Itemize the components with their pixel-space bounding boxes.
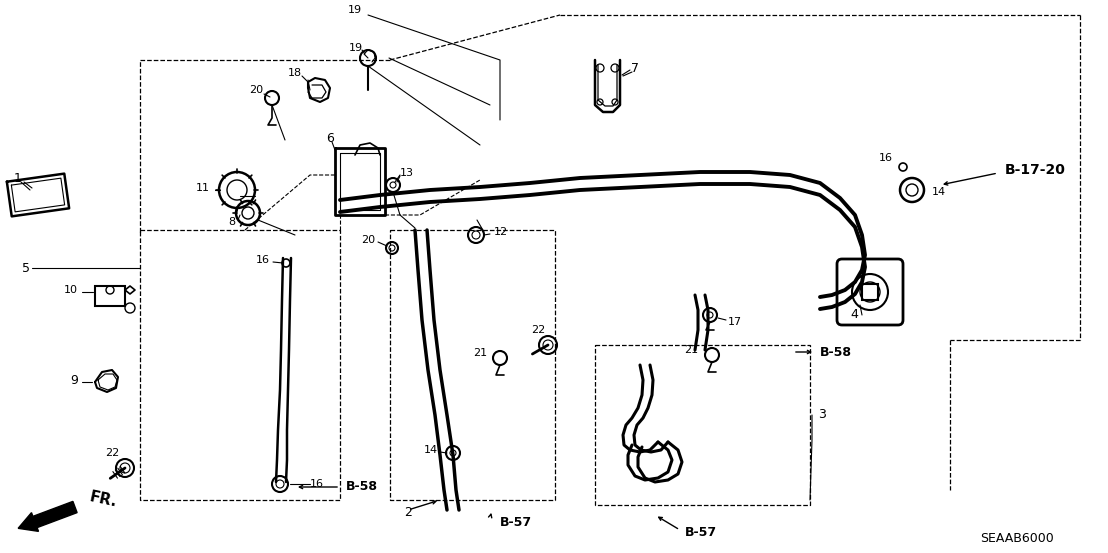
Text: 16: 16 (879, 153, 893, 163)
Text: 1: 1 (14, 171, 22, 185)
Text: 19: 19 (349, 43, 363, 53)
Text: 10: 10 (64, 285, 78, 295)
Text: 21: 21 (684, 345, 698, 355)
Bar (390, 230, 555, 500)
Text: B-58: B-58 (820, 346, 852, 358)
Text: 11: 11 (196, 183, 211, 193)
Text: B-17-20: B-17-20 (1005, 163, 1066, 177)
Text: 2: 2 (404, 507, 412, 519)
Text: 12: 12 (494, 227, 509, 237)
Text: B-58: B-58 (346, 481, 378, 493)
Text: SEAAB6000: SEAAB6000 (979, 531, 1054, 545)
Text: 19: 19 (348, 5, 362, 15)
Text: 6: 6 (326, 132, 334, 144)
Text: 22: 22 (531, 325, 545, 335)
Bar (140, 230, 340, 500)
Text: 16: 16 (256, 255, 270, 265)
Text: FR.: FR. (88, 490, 119, 510)
Text: 16: 16 (310, 479, 324, 489)
Text: 20: 20 (361, 235, 375, 245)
Text: 17: 17 (728, 317, 742, 327)
Text: 14: 14 (424, 445, 438, 455)
Text: B-57: B-57 (500, 515, 532, 529)
Text: B-57: B-57 (685, 526, 717, 540)
Text: 13: 13 (400, 168, 414, 178)
Text: 22: 22 (105, 448, 120, 458)
Text: 9: 9 (70, 373, 78, 387)
Bar (862, 284, 878, 300)
Bar (95, 286, 125, 306)
FancyArrow shape (18, 502, 78, 531)
Text: 7: 7 (630, 61, 639, 75)
Text: 5: 5 (22, 262, 30, 274)
Text: 4: 4 (850, 309, 858, 321)
Bar (595, 345, 810, 505)
Text: 3: 3 (818, 409, 825, 421)
Text: 8: 8 (228, 217, 236, 227)
Text: 18: 18 (288, 68, 302, 78)
Text: 21: 21 (473, 348, 488, 358)
Text: 14: 14 (932, 187, 946, 197)
Text: 20: 20 (249, 85, 263, 95)
